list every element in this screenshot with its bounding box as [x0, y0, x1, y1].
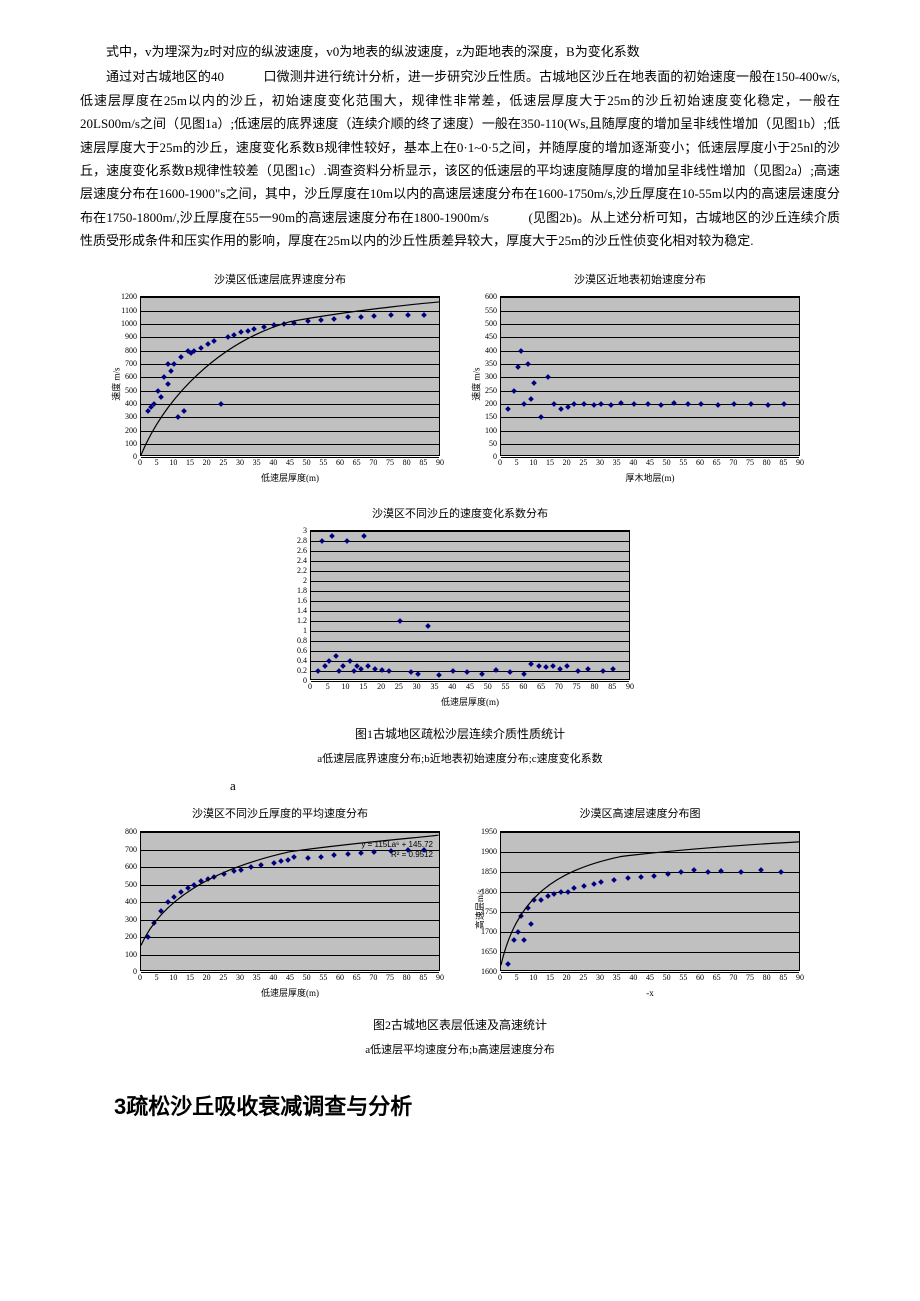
- figure-2-row: 沙漠区不同沙丘厚度的平均速度分布010020030040050060070080…: [80, 805, 840, 1001]
- chart-1a: 沙漠区低速层底界速度分布速度 m/s0100200300400500600700…: [110, 271, 450, 487]
- chart-title: 沙漠区不同沙丘厚度的平均速度分布: [110, 805, 450, 825]
- section-3-heading: 3疏松沙丘吸收衰减调查与分析: [114, 1087, 840, 1127]
- chart-1b: 沙漠区近地表初始速度分布速度 m/s0501001502002503003504…: [470, 271, 810, 487]
- paragraph-1: 式中，v为埋深为z时对应的纵波速度，v0为地表的纵波速度，z为距地表的深度，B为…: [80, 40, 840, 63]
- figure-1-row-1: 沙漠区低速层底界速度分布速度 m/s0100200300400500600700…: [80, 271, 840, 487]
- chart-1c: 沙漠区不同沙丘的速度变化系数分布00.20.40.60.811.21.41.61…: [280, 505, 640, 711]
- chart-2b: 沙漠区高速层速度分布图高速层m/s16001650170017501800185…: [470, 805, 810, 1001]
- figure-2-subcaption: a低速层平均速度分布;b高速层速度分布: [80, 1041, 840, 1061]
- figure-1-row-2: 沙漠区不同沙丘的速度变化系数分布00.20.40.60.811.21.41.61…: [80, 505, 840, 711]
- figure-1-caption: 图1古城地区疏松沙层连续介质性质统计: [80, 724, 840, 746]
- paragraph-2: 通过对古城地区的40 口微测井进行统计分析，进一步研究沙丘性质。古城地区沙丘在地…: [80, 65, 840, 252]
- figure-1-letter-a: a: [230, 774, 840, 797]
- chart-title: 沙漠区高速层速度分布图: [470, 805, 810, 825]
- chart-title: 沙漠区不同沙丘的速度变化系数分布: [280, 505, 640, 525]
- chart-title: 沙漠区近地表初始速度分布: [470, 271, 810, 291]
- chart-2a: 沙漠区不同沙丘厚度的平均速度分布010020030040050060070080…: [110, 805, 450, 1001]
- chart-title: 沙漠区低速层底界速度分布: [110, 271, 450, 291]
- figure-2-caption: 图2古城地区表层低速及高速统计: [80, 1015, 840, 1037]
- figure-1-subcaption: a低速层底界速度分布;b近地表初始速度分布;c速度变化系数: [80, 750, 840, 770]
